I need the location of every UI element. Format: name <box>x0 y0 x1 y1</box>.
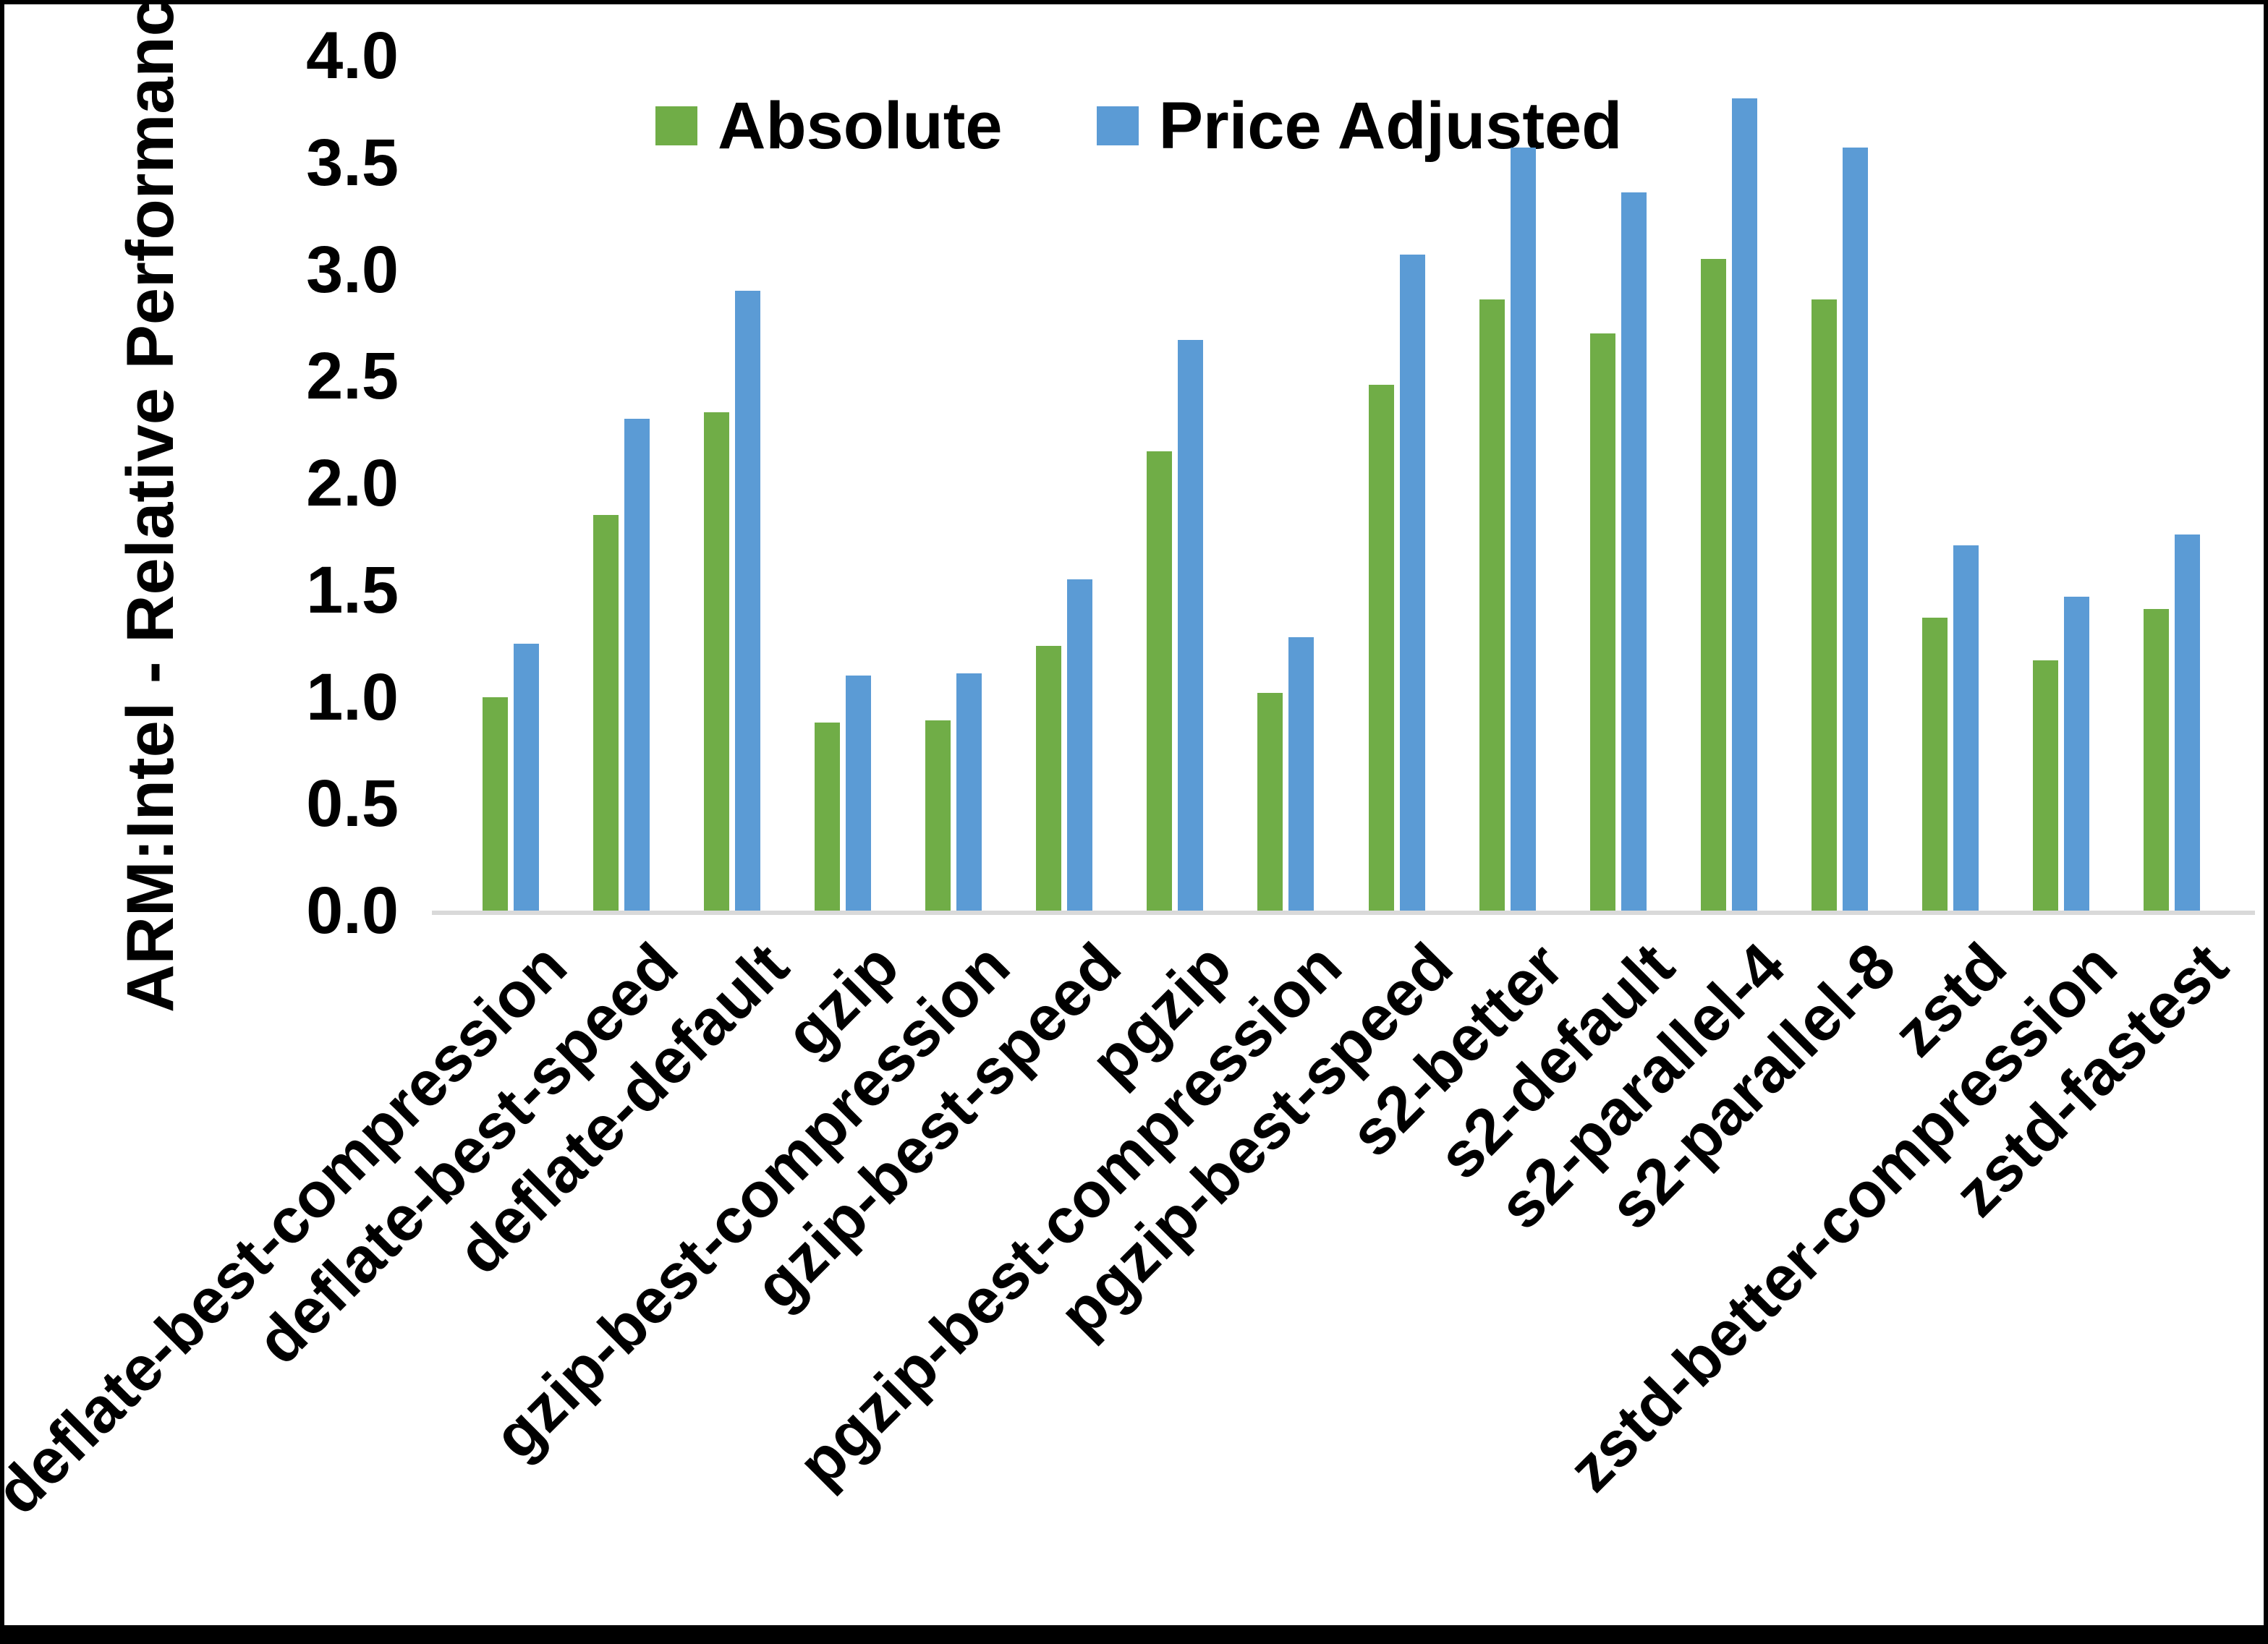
bar-price-adjusted-deflate-best-compression <box>514 643 539 911</box>
bar-absolute-s2-better <box>1479 299 1505 911</box>
legend-item-absolute: Absolute <box>655 93 1003 159</box>
legend-item-price-adjusted: Price Adjusted <box>1096 89 1623 163</box>
y-tick-label-0.0: 0.0 <box>306 874 399 947</box>
y-tick-label-3.0: 3.0 <box>306 232 399 307</box>
bar-absolute-deflate-best-speed <box>593 515 619 911</box>
x-axis-line <box>432 911 2255 915</box>
bar-absolute-deflate-best-compression <box>483 697 508 911</box>
bar-price-adjusted-gzip <box>846 675 872 911</box>
bar-absolute-s2-parallel-8 <box>1811 299 1837 911</box>
bar-price-adjusted-zstd-better-compression <box>2063 596 2089 911</box>
bar-absolute-s2-parallel-4 <box>1700 258 1726 911</box>
bar-absolute-gzip-best-speed <box>1036 645 1062 911</box>
y-tick-label-0.5: 0.5 <box>306 767 399 841</box>
bar-price-adjusted-pgzip-best-compression <box>1288 636 1314 911</box>
legend-swatch-price-adjusted <box>1096 106 1139 145</box>
y-tick-label-2.0: 2.0 <box>306 446 399 520</box>
bar-absolute-gzip <box>815 722 841 911</box>
legend: Absolute Price Adjusted <box>655 93 1622 159</box>
legend-swatch-absolute <box>655 106 697 145</box>
bar-absolute-pgzip-best-compression <box>1257 692 1283 911</box>
y-axis-title: ARM:Intel - Relative Performance <box>114 0 187 1013</box>
bar-absolute-gzip-best-compression <box>925 720 951 911</box>
bar-absolute-zstd <box>1921 618 1948 911</box>
y-tick-label-4.0: 4.0 <box>306 19 399 93</box>
bar-price-adjusted-deflate-default <box>735 291 761 911</box>
bar-absolute-zstd-better-compression <box>2032 660 2058 911</box>
bar-price-adjusted-s2-default <box>1621 192 1647 911</box>
bar-absolute-s2-default <box>1589 333 1615 911</box>
bar-absolute-zstd-fastest <box>2144 609 2169 911</box>
bar-price-adjusted-zstd <box>1953 545 1979 911</box>
bar-absolute-deflate-default <box>704 412 730 911</box>
bar-absolute-pgzip <box>1147 451 1173 911</box>
y-tick-label-1.0: 1.0 <box>306 660 399 734</box>
bar-price-adjusted-pgzip-best-speed <box>1399 254 1425 911</box>
bar-price-adjusted-pgzip <box>1178 340 1204 911</box>
bar-absolute-pgzip-best-speed <box>1368 385 1394 911</box>
bar-price-adjusted-deflate-best-speed <box>624 419 650 911</box>
y-tick-label-2.5: 2.5 <box>306 339 399 414</box>
y-tick-label-3.5: 3.5 <box>306 125 399 200</box>
bar-price-adjusted-s2-parallel-4 <box>1731 98 1757 911</box>
legend-label-absolute: Absolute <box>718 89 1003 163</box>
y-tick-label-1.5: 1.5 <box>306 553 399 627</box>
legend-label-price-adjusted: Price Adjusted <box>1158 89 1623 163</box>
bar-price-adjusted-gzip-best-speed <box>1067 579 1093 911</box>
bar-price-adjusted-zstd-fastest <box>2175 534 2200 911</box>
bar-price-adjusted-s2-better <box>1510 148 1536 911</box>
bar-price-adjusted-s2-parallel-8 <box>1842 148 1868 911</box>
bar-price-adjusted-gzip-best-compression <box>956 673 982 911</box>
